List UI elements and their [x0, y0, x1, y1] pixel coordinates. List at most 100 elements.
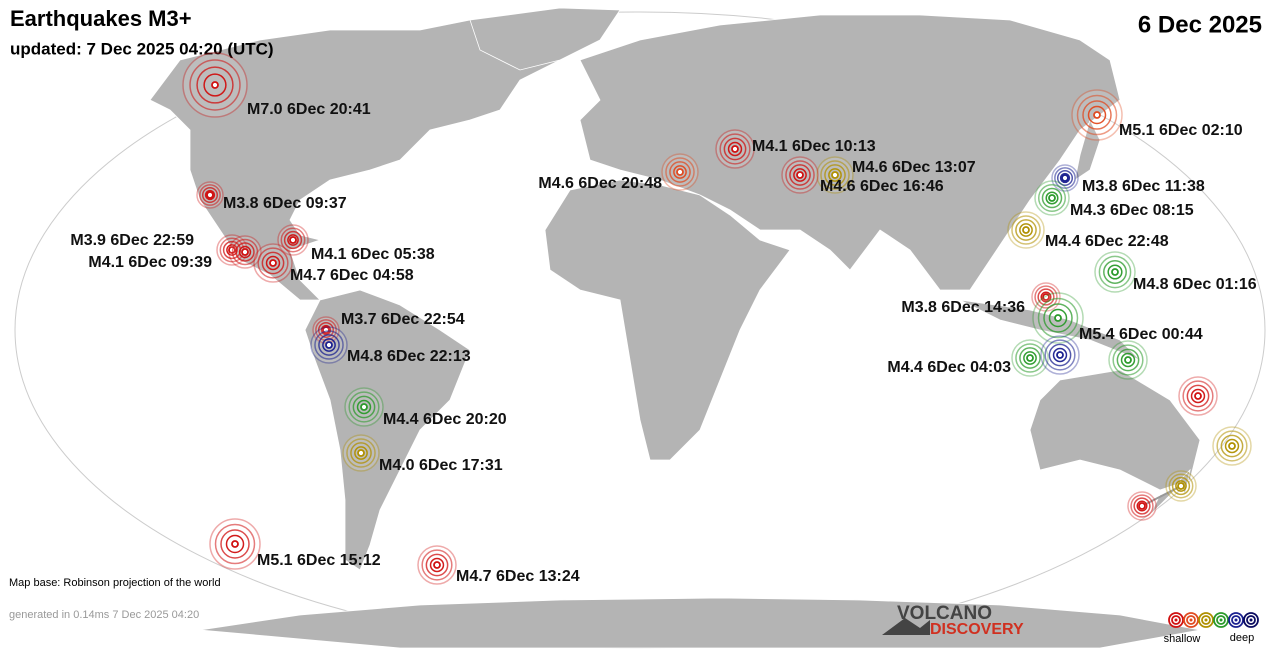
- land: [149, 7, 1201, 649]
- quake-ring: [1015, 343, 1045, 373]
- quake-ring: [1130, 494, 1154, 518]
- quake-ring: [1045, 191, 1059, 205]
- quake-ring: [283, 230, 303, 250]
- logo-bottom: DISCOVERY: [930, 621, 1024, 638]
- quake-center: [241, 248, 249, 256]
- quake-center: [1124, 356, 1132, 364]
- depth-legend-item: [1198, 612, 1214, 628]
- quake-ring: [1037, 183, 1067, 213]
- quake-marker: [182, 52, 248, 118]
- quake-ring: [425, 553, 449, 577]
- depth-legend-item: [1213, 612, 1229, 628]
- legend-ring: [1243, 612, 1259, 628]
- quake-ring: [354, 446, 368, 460]
- quake-ring: [235, 242, 255, 262]
- quake-label: M4.3 6Dec 08:15: [1070, 202, 1194, 219]
- quake-ring: [203, 73, 227, 97]
- quake-center: [325, 341, 333, 349]
- quake-ring: [1182, 380, 1214, 412]
- quake-label: M3.7 6Dec 22:54: [341, 311, 465, 328]
- quake-center: [1056, 351, 1064, 359]
- quake-ring: [673, 165, 687, 179]
- quake-ring: [1037, 288, 1055, 306]
- quake-ring: [1098, 255, 1132, 289]
- quake-ring: [793, 168, 807, 182]
- quake-ring: [1220, 434, 1244, 458]
- quake-ring: [346, 438, 376, 468]
- quake-marker: [277, 224, 309, 256]
- quake-label: M5.1 6Dec 02:10: [1119, 122, 1243, 139]
- quake-ring: [318, 334, 340, 356]
- quake-ring: [231, 238, 259, 266]
- date: 6 Dec 2025: [1138, 11, 1262, 38]
- legend-deep: deep: [1230, 632, 1254, 644]
- quake-center: [1228, 442, 1236, 450]
- quake-center: [269, 259, 277, 267]
- quake-center: [206, 191, 214, 199]
- quake-marker: [661, 153, 699, 191]
- quake-ring: [669, 161, 691, 183]
- quake-ring: [1175, 480, 1187, 492]
- quake-center: [1138, 502, 1146, 510]
- quake-center: [231, 540, 239, 548]
- quake-ring: [1171, 476, 1191, 496]
- quake-marker: [209, 518, 261, 570]
- quake-ring: [1112, 344, 1144, 376]
- quake-label: M4.6 6Dec 20:48: [538, 175, 662, 192]
- quake-marker: [342, 434, 380, 472]
- quake-ring: [1037, 297, 1079, 339]
- quake-center: [1177, 482, 1185, 490]
- quake-ring: [820, 160, 850, 190]
- quake-marker: [196, 181, 224, 209]
- quake-ring: [1133, 497, 1151, 515]
- quake-ring: [265, 255, 281, 271]
- quake-ring: [1216, 430, 1248, 462]
- quake-ring: [226, 244, 238, 256]
- legend-ring: [1216, 615, 1226, 625]
- quake-ring: [727, 141, 743, 157]
- legend-center: [1249, 618, 1253, 622]
- quake-label: M5.1 6Dec 15:12: [257, 552, 381, 569]
- depth-legend-item: [1243, 612, 1259, 628]
- quake-ring: [1082, 100, 1112, 130]
- quake-ring: [1019, 223, 1033, 237]
- legend-center: [1204, 618, 1208, 622]
- quake-label: M4.7 6Dec 04:58: [290, 267, 414, 284]
- quake-marker: [1108, 340, 1148, 380]
- map-base-note: Map base: Robinson projection of the wor…: [9, 577, 221, 589]
- quake-ring: [280, 227, 306, 253]
- quake-label: M3.8 6Dec 14:36: [901, 299, 1025, 316]
- quake-ring: [785, 160, 815, 190]
- quake-label: M3.8 6Dec 11:38: [1082, 178, 1205, 195]
- quake-ring: [220, 529, 250, 559]
- quake-ring: [214, 523, 256, 565]
- quake-ring: [421, 549, 453, 581]
- quake-label: M4.7 6Dec 13:24: [456, 568, 580, 585]
- quake-marker: [781, 156, 819, 194]
- quake-ring: [1019, 347, 1041, 369]
- quake-ring: [1120, 352, 1136, 368]
- quake-center: [1194, 392, 1202, 400]
- quake-ring: [356, 399, 372, 415]
- quake-center: [360, 403, 368, 411]
- legend-ring: [1186, 615, 1196, 625]
- quake-ring: [1186, 384, 1210, 408]
- quake-ring: [828, 168, 842, 182]
- quake-ring: [1015, 219, 1037, 241]
- quake-ring: [1043, 303, 1073, 333]
- quake-ring: [1023, 351, 1037, 365]
- quake-marker: [344, 387, 384, 427]
- quake-center: [1054, 314, 1062, 322]
- quake-label: M4.8 6Dec 01:16: [1133, 276, 1257, 293]
- quake-marker: [1032, 292, 1084, 344]
- quake-label: M5.4 6Dec 00:44: [1079, 326, 1203, 343]
- quake-marker: [1127, 491, 1157, 521]
- logo-top: VOLCANO: [897, 603, 992, 624]
- quake-ring: [317, 321, 335, 339]
- legend-ring: [1213, 612, 1229, 628]
- quake-center: [796, 171, 804, 179]
- depth-legend-item: [1168, 612, 1184, 628]
- quake-ring: [322, 338, 336, 352]
- quake-ring: [1107, 264, 1123, 280]
- quake-center: [433, 561, 441, 569]
